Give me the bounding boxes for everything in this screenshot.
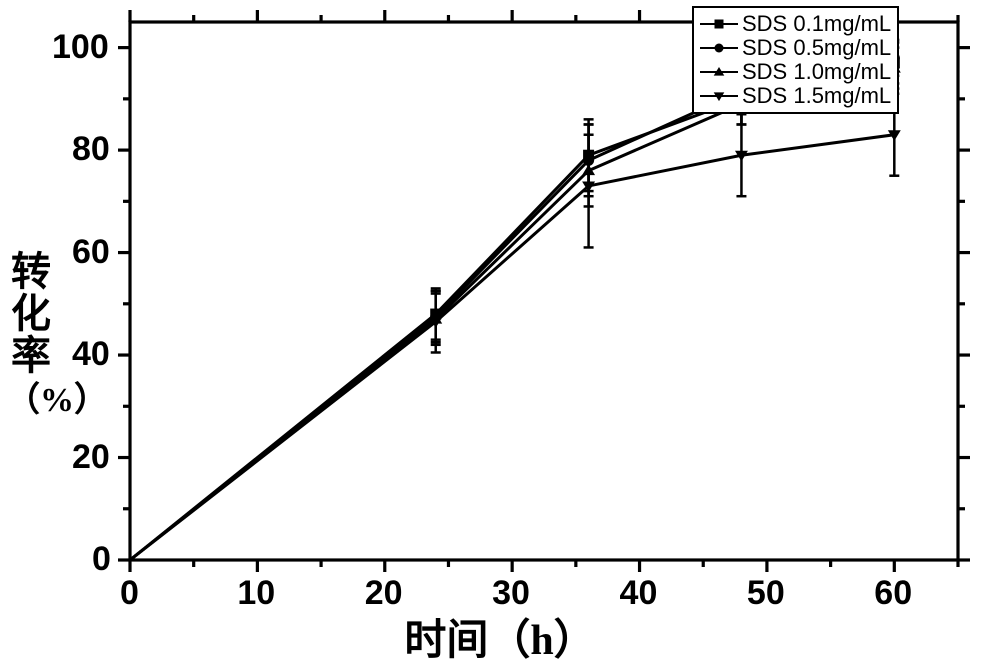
y-tick-label: 80	[72, 130, 110, 169]
legend-marker-icon	[712, 65, 726, 79]
chart-container: 转 化 率 （%） 时间（h） SDS 0.1mg/mLSDS 0.5mg/mL…	[0, 0, 1000, 669]
legend-marker-icon	[712, 41, 726, 55]
y-tick-label: 40	[72, 335, 110, 374]
x-tick-label: 40	[620, 574, 658, 613]
x-tick-label: 30	[492, 574, 530, 613]
legend-label: SDS 1.0mg/mL	[742, 60, 891, 83]
y-tick-label: 20	[72, 438, 110, 477]
legend-line	[700, 71, 738, 73]
legend-line	[700, 95, 738, 97]
x-tick-label: 60	[874, 574, 912, 613]
legend-marker-icon	[712, 89, 726, 103]
y-tick-label: 60	[72, 233, 110, 272]
x-tick-label: 0	[120, 574, 139, 613]
x-tick-label: 10	[237, 574, 275, 613]
legend: SDS 0.1mg/mLSDS 0.5mg/mLSDS 1.0mg/mLSDS …	[692, 6, 899, 114]
y-tick-label: 100	[52, 28, 109, 67]
legend-line	[700, 23, 738, 25]
legend-row: SDS 0.1mg/mL	[700, 12, 891, 36]
legend-line	[700, 47, 738, 49]
x-tick-label: 20	[365, 574, 403, 613]
legend-label: SDS 0.1mg/mL	[742, 12, 891, 35]
legend-label: SDS 0.5mg/mL	[742, 36, 891, 59]
legend-row: SDS 1.0mg/mL	[700, 60, 891, 84]
y-tick-label: 0	[92, 540, 111, 579]
legend-row: SDS 1.5mg/mL	[700, 84, 891, 108]
x-tick-label: 50	[747, 574, 785, 613]
legend-row: SDS 0.5mg/mL	[700, 36, 891, 60]
legend-marker-icon	[712, 17, 726, 31]
legend-label: SDS 1.5mg/mL	[742, 84, 891, 107]
